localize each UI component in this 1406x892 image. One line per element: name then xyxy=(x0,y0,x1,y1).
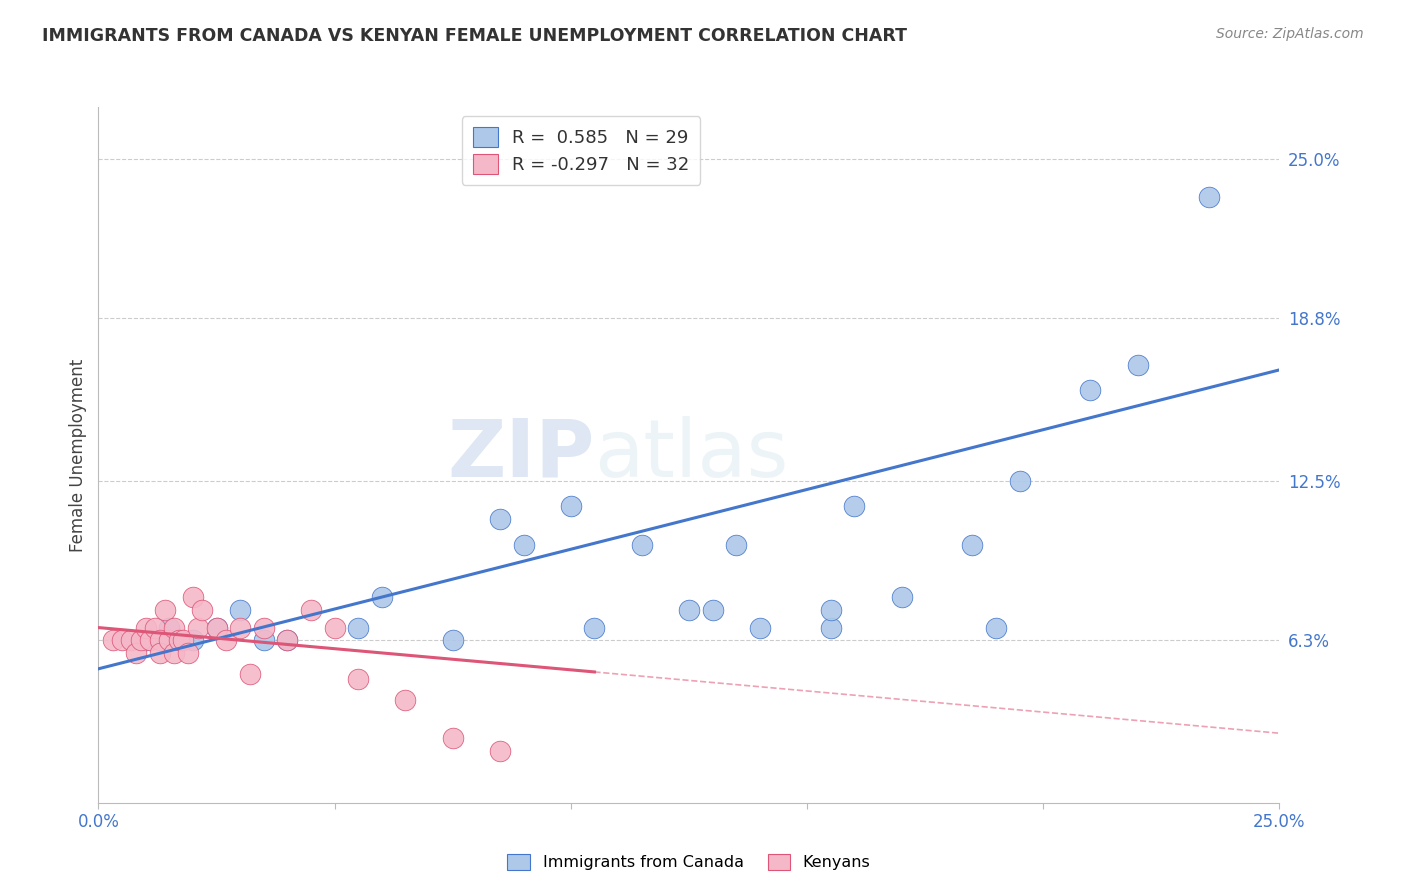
Point xyxy=(678,602,700,616)
Point xyxy=(239,667,262,681)
Point xyxy=(167,633,190,648)
Point xyxy=(129,633,152,648)
Point xyxy=(702,602,724,616)
Point xyxy=(111,633,134,648)
Point xyxy=(323,621,346,635)
Point xyxy=(1008,474,1031,488)
Point xyxy=(101,633,124,648)
Point xyxy=(1198,190,1220,204)
Point xyxy=(153,602,176,616)
Point xyxy=(253,633,276,648)
Point xyxy=(157,633,180,648)
Point xyxy=(181,633,204,648)
Point xyxy=(121,633,143,648)
Point xyxy=(253,621,276,635)
Point xyxy=(984,621,1007,635)
Point xyxy=(962,538,984,552)
Point xyxy=(844,500,866,514)
Point xyxy=(347,672,370,686)
Point xyxy=(371,590,394,604)
Point xyxy=(177,646,200,660)
Point xyxy=(1126,358,1149,372)
Point xyxy=(157,621,180,635)
Point xyxy=(1080,384,1102,398)
Point xyxy=(215,633,238,648)
Point xyxy=(187,621,209,635)
Point xyxy=(135,621,157,635)
Point xyxy=(441,731,464,746)
Point xyxy=(890,590,912,604)
Point xyxy=(748,621,770,635)
Point xyxy=(205,621,228,635)
Point xyxy=(820,621,842,635)
Point xyxy=(820,602,842,616)
Text: IMMIGRANTS FROM CANADA VS KENYAN FEMALE UNEMPLOYMENT CORRELATION CHART: IMMIGRANTS FROM CANADA VS KENYAN FEMALE … xyxy=(42,27,907,45)
Point xyxy=(149,646,172,660)
Text: ZIP: ZIP xyxy=(447,416,595,494)
Point xyxy=(181,590,204,604)
Point xyxy=(172,633,194,648)
Point xyxy=(299,602,322,616)
Text: atlas: atlas xyxy=(595,416,789,494)
Point xyxy=(560,500,582,514)
Point xyxy=(143,621,166,635)
Point xyxy=(489,744,512,758)
Point xyxy=(205,621,228,635)
Legend: Immigrants from Canada, Kenyans: Immigrants from Canada, Kenyans xyxy=(499,846,879,879)
Point xyxy=(163,646,186,660)
Point xyxy=(630,538,652,552)
Point xyxy=(135,633,157,648)
Point xyxy=(583,621,606,635)
Point xyxy=(229,602,252,616)
Point xyxy=(276,633,298,648)
Point xyxy=(163,621,186,635)
Point xyxy=(441,633,464,648)
Point xyxy=(149,633,172,648)
Point xyxy=(725,538,748,552)
Point xyxy=(489,512,512,526)
Point xyxy=(229,621,252,635)
Y-axis label: Female Unemployment: Female Unemployment xyxy=(69,359,87,551)
Point xyxy=(139,633,162,648)
Point xyxy=(347,621,370,635)
Text: Source: ZipAtlas.com: Source: ZipAtlas.com xyxy=(1216,27,1364,41)
Point xyxy=(125,646,148,660)
Point xyxy=(394,692,416,706)
Point xyxy=(276,633,298,648)
Point xyxy=(512,538,534,552)
Point xyxy=(191,602,214,616)
